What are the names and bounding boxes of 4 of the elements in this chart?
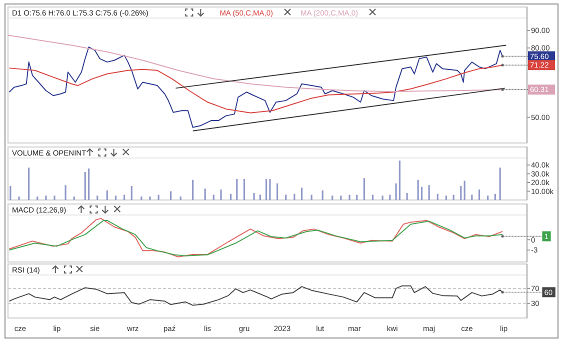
line-series: [8, 64, 504, 114]
line-series: [8, 34, 504, 92]
line-series: [8, 46, 504, 128]
line-series: [8, 285, 504, 306]
